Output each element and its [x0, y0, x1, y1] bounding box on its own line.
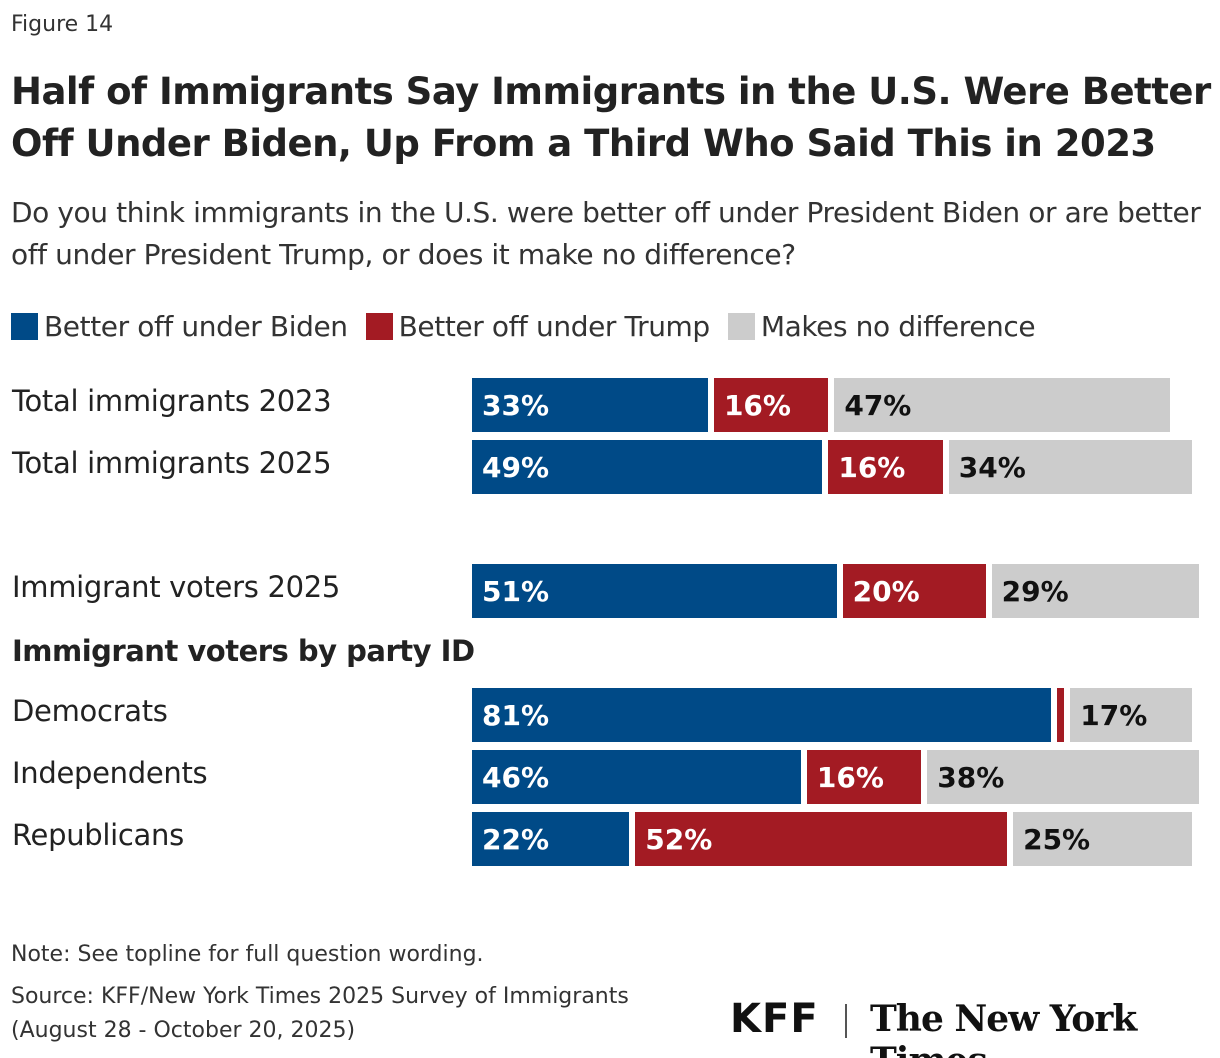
legend-item-no-difference: Makes no difference — [727, 310, 1036, 343]
data-label: 38% — [937, 761, 1005, 794]
data-label: 81% — [482, 699, 550, 732]
row-label: Immigrant voters 2025 — [12, 570, 341, 604]
row-label: Total immigrants 2025 — [12, 446, 332, 480]
data-label: 29% — [1001, 575, 1069, 608]
nyt-logo: The New York Times — [870, 998, 1137, 1058]
data-label: 33% — [482, 389, 550, 422]
row-label: Independents — [12, 756, 208, 790]
bar-segment-no-difference: 17% — [1070, 688, 1192, 742]
bar-segment-biden: 49% — [472, 440, 823, 494]
bar-segment-no-difference: 38% — [927, 750, 1199, 804]
kff-logo: KFF — [730, 996, 819, 1042]
legend-item-biden: Better off under Biden — [11, 310, 348, 343]
data-label: 47% — [844, 389, 912, 422]
bar-segment-biden: 51% — [472, 564, 837, 618]
row-label: Total immigrants 2023 — [12, 384, 332, 418]
source: Source: KFF/New York Times 2025 Survey o… — [11, 984, 629, 1009]
bar-segment-no-difference: 47% — [834, 378, 1171, 432]
note: Note: See topline for full question word… — [11, 942, 484, 967]
row-label: Republicans — [12, 818, 184, 852]
legend: Better off under Biden Better off under … — [11, 310, 1036, 343]
legend-swatch — [365, 313, 393, 340]
group-label: Immigrant voters by party ID — [12, 634, 475, 668]
data-label: 16% — [723, 389, 791, 422]
legend-label: Makes no difference — [760, 310, 1036, 343]
data-label: 51% — [482, 575, 550, 608]
bar-segment-trump: 20% — [842, 564, 986, 618]
bar-segment-no-difference: 29% — [991, 564, 1199, 618]
source-dates: (August 28 - October 20, 2025) — [11, 1018, 356, 1043]
data-label: 16% — [816, 761, 884, 794]
chart-subtitle: Do you think immigrants in the U.S. were… — [11, 196, 1201, 271]
data-label: 16% — [838, 451, 906, 484]
bar-segment-biden: 22% — [472, 812, 630, 866]
logo-divider — [845, 1004, 847, 1038]
bar-segment-biden: 81% — [472, 688, 1052, 742]
data-label: 20% — [852, 575, 920, 608]
data-label: 22% — [482, 823, 550, 856]
bar-segment-trump: 16% — [828, 440, 943, 494]
bar-segment-trump: 52% — [635, 812, 1008, 866]
data-label: 34% — [958, 451, 1026, 484]
legend-label: Better off under Biden — [44, 310, 348, 343]
row-label: Democrats — [12, 694, 168, 728]
legend-swatch — [727, 313, 755, 340]
figure-label: Figure 14 — [11, 12, 114, 37]
data-label: 25% — [1023, 823, 1091, 856]
chart-title: Half of Immigrants Say Immigrants in the… — [11, 70, 1211, 165]
bar-segment-biden: 33% — [472, 378, 708, 432]
data-label: 52% — [645, 823, 713, 856]
data-label: 46% — [482, 761, 550, 794]
data-label: 49% — [482, 451, 550, 484]
bar-segment-no-difference: 25% — [1013, 812, 1192, 866]
bar-segment-biden: 46% — [472, 750, 801, 804]
bar-segment-no-difference: 34% — [948, 440, 1192, 494]
legend-item-trump: Better off under Trump — [365, 310, 711, 343]
bar-segment-trump: 16% — [713, 378, 829, 432]
bar-segment-trump: 16% — [806, 750, 922, 804]
data-label: 17% — [1080, 699, 1148, 732]
bar-segment-trump — [1057, 688, 1065, 742]
legend-swatch — [11, 313, 38, 340]
legend-label: Better off under Trump — [398, 310, 711, 343]
